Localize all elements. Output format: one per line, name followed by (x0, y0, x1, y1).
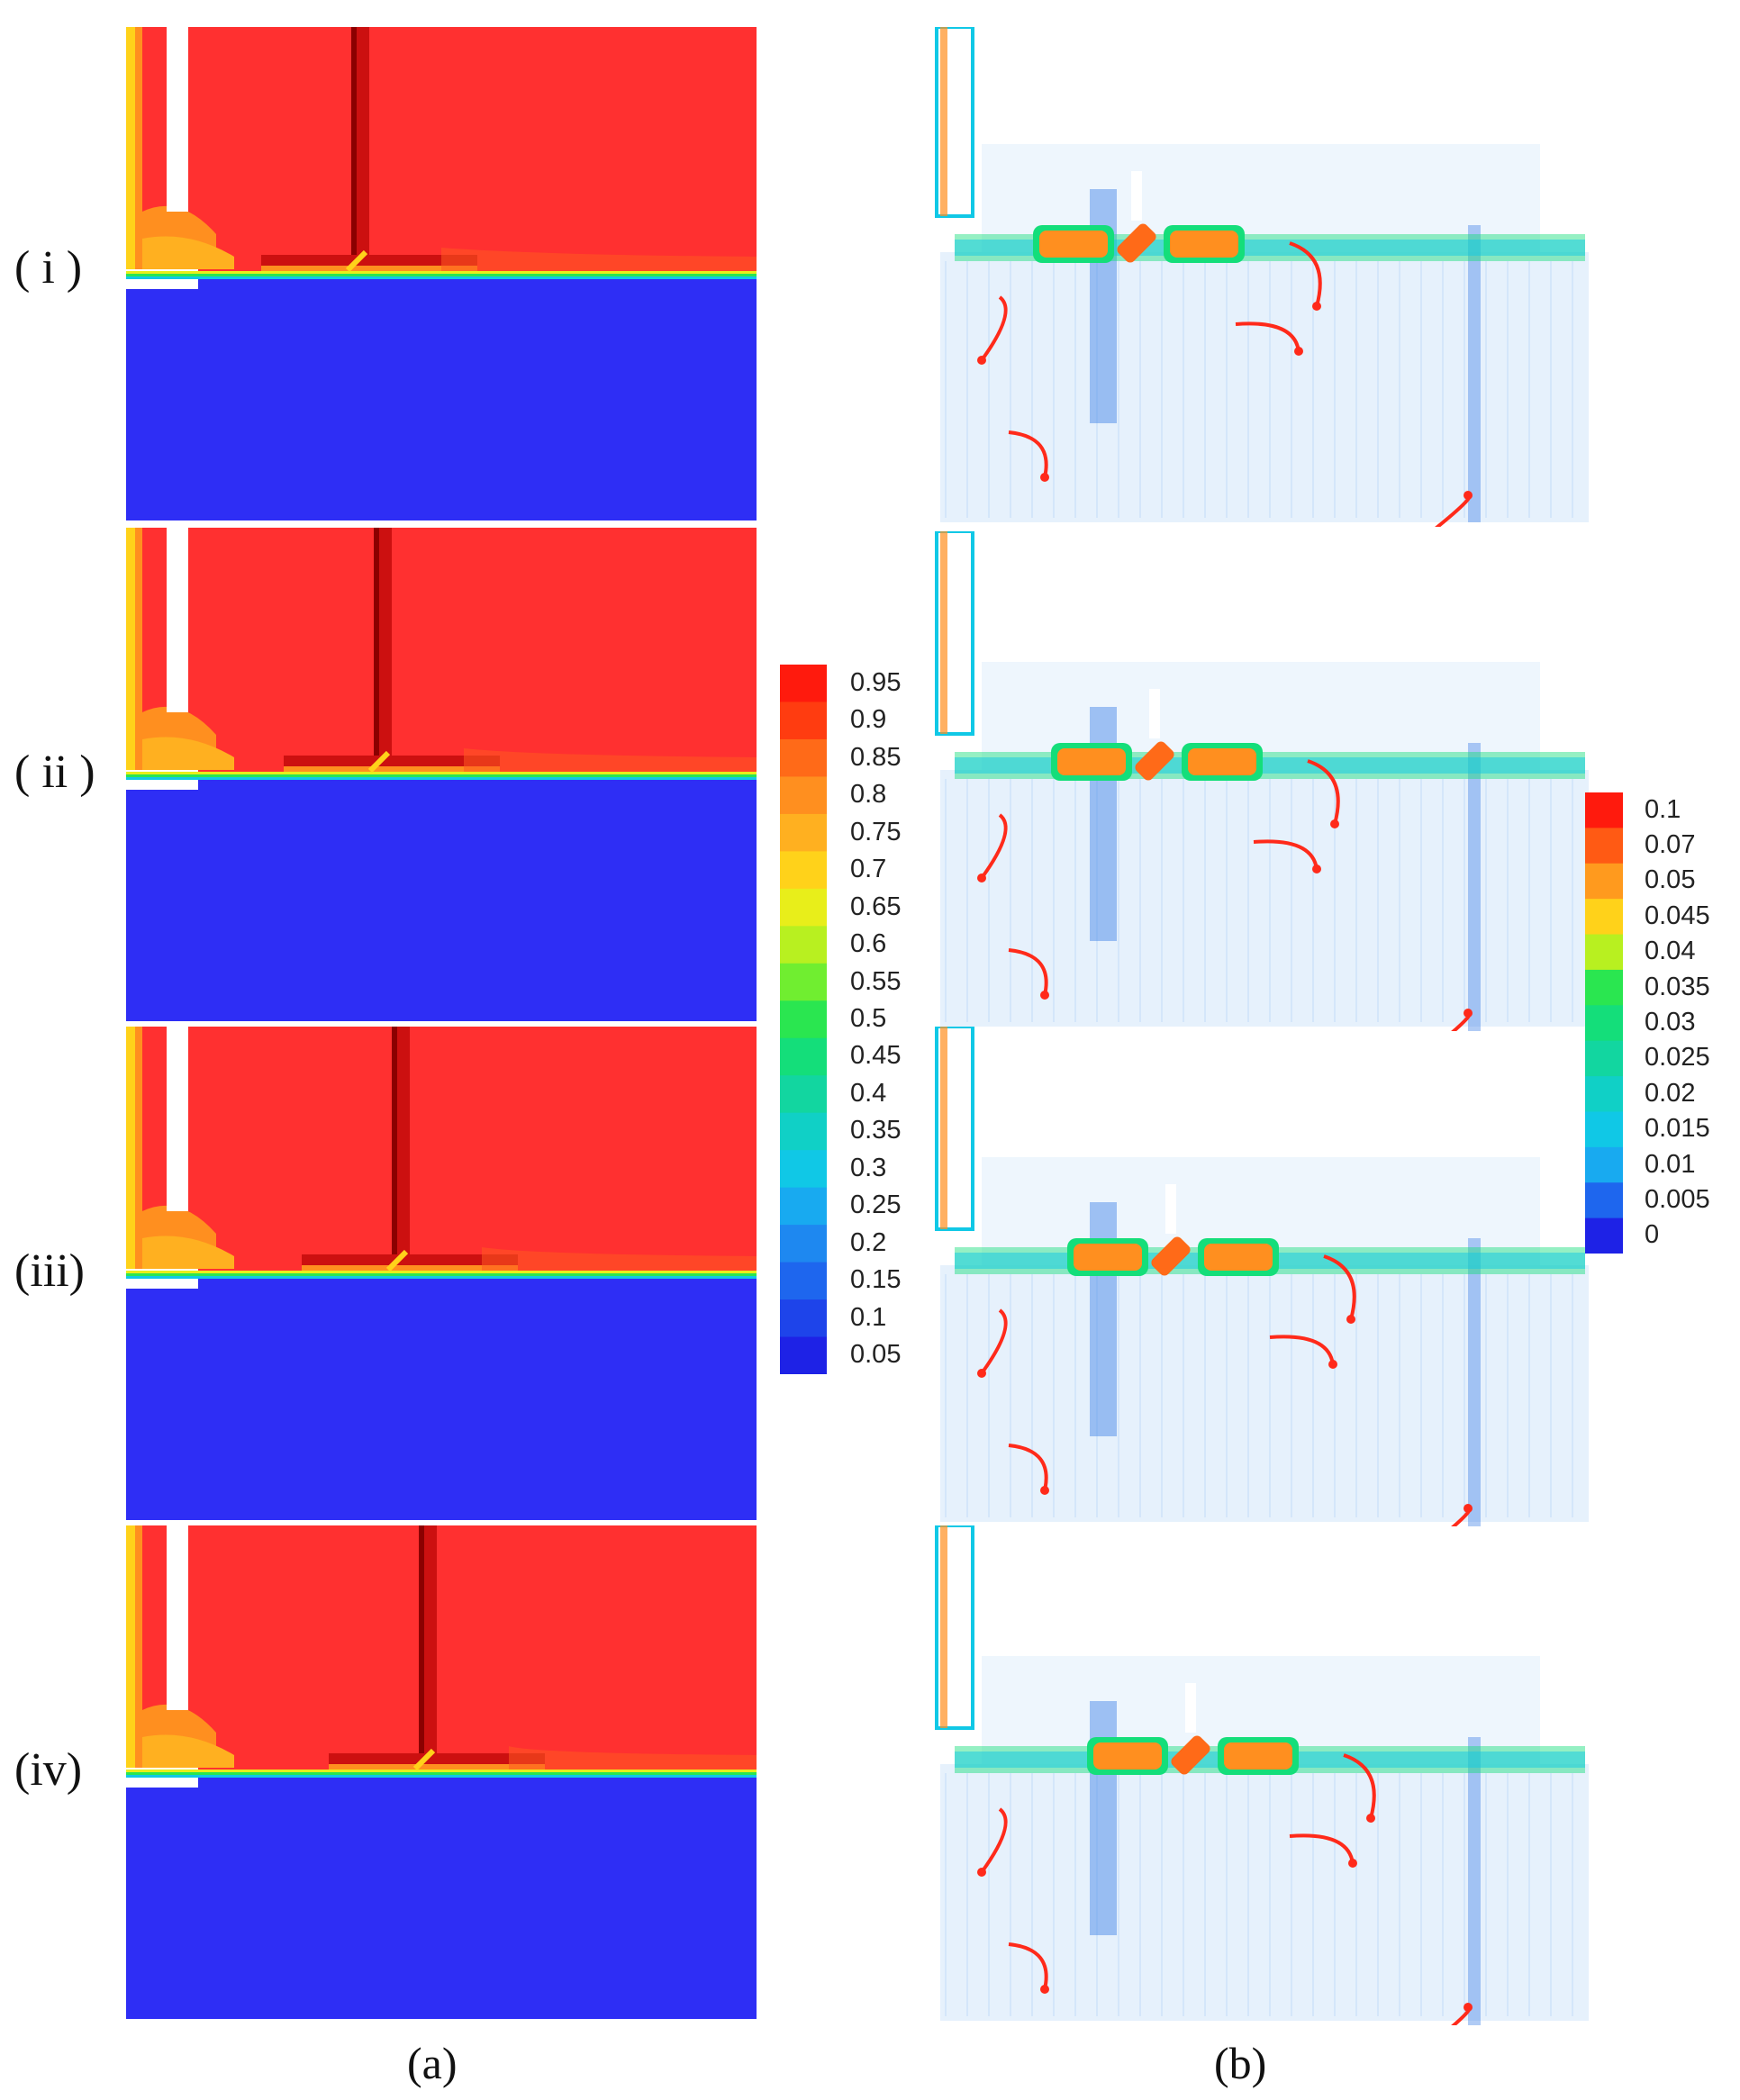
velocity-colorbar-swatch (1585, 969, 1623, 1006)
volume-fraction-colorbar-swatch (780, 1187, 827, 1226)
velocity-colorbar-swatch (1585, 1182, 1623, 1219)
volume-fraction-panel (126, 1027, 757, 1520)
volume-fraction-colorbar-swatch (780, 1225, 827, 1263)
volume-fraction-colorbar (780, 665, 827, 1374)
volume-fraction-colorbar-swatch (780, 1262, 827, 1300)
velocity-colorbar-tick-label: 0.03 (1645, 1008, 1696, 1036)
volume-fraction-colorbar-swatch (780, 813, 827, 852)
volume-fraction-colorbar-tick-label: 0.35 (850, 1116, 902, 1145)
velocity-colorbar-swatch (1585, 1005, 1623, 1042)
velocity-vector-panel (928, 1525, 1612, 2025)
velocity-colorbar-swatch (1585, 828, 1623, 864)
volume-fraction-colorbar-swatch (780, 1299, 827, 1338)
volume-fraction-colorbar-tick-label: 0.65 (850, 892, 902, 921)
volume-fraction-colorbar-swatch (780, 738, 827, 777)
volume-fraction-colorbar-swatch (780, 888, 827, 927)
velocity-colorbar-tick-label: 0.035 (1645, 972, 1710, 1001)
velocity-colorbar-tick-label: 0 (1645, 1220, 1660, 1250)
volume-fraction-panel (126, 1525, 757, 2019)
panel-label-a: (a) (407, 2038, 458, 2088)
velocity-vector-panel (928, 27, 1612, 527)
velocity-colorbar (1585, 792, 1623, 1254)
volume-fraction-colorbar-tick-label: 0.8 (850, 780, 887, 810)
volume-fraction-colorbar-tick-label: 0.9 (850, 705, 887, 735)
velocity-colorbar-swatch (1585, 792, 1623, 828)
velocity-colorbar-tick-label: 0.1 (1645, 794, 1681, 824)
volume-fraction-colorbar-swatch (780, 926, 827, 964)
volume-fraction-colorbar-tick-label: 0.85 (850, 742, 902, 772)
volume-fraction-colorbar-tick-label: 0.75 (850, 817, 902, 846)
volume-fraction-colorbar-tick-label: 0.6 (850, 929, 887, 959)
volume-fraction-panel (126, 528, 757, 1021)
volume-fraction-colorbar-swatch (780, 1075, 827, 1114)
row-label-ii: ( ii ) (14, 747, 95, 798)
velocity-colorbar-tick-label: 0.045 (1645, 901, 1710, 930)
volume-fraction-colorbar-swatch (780, 1000, 827, 1039)
volume-fraction-colorbar-swatch (780, 963, 827, 1001)
volume-fraction-colorbar-tick-label: 0.4 (850, 1078, 887, 1108)
velocity-vector-panel (928, 1027, 1612, 1526)
volume-fraction-colorbar-tick-label: 0.5 (850, 1004, 887, 1033)
volume-fraction-colorbar-swatch (780, 665, 827, 702)
velocity-colorbar-swatch (1585, 863, 1623, 900)
volume-fraction-colorbar-swatch (780, 776, 827, 815)
velocity-colorbar-tick-label: 0.02 (1645, 1078, 1696, 1108)
velocity-colorbar-tick-label: 0.01 (1645, 1149, 1696, 1179)
volume-fraction-colorbar-swatch (780, 1150, 827, 1189)
row-label-iii: (iii) (14, 1245, 85, 1297)
velocity-colorbar-tick-label: 0.005 (1645, 1184, 1710, 1214)
velocity-colorbar-tick-label: 0.025 (1645, 1043, 1710, 1073)
velocity-colorbar-swatch (1585, 934, 1623, 971)
velocity-colorbar-swatch (1585, 1040, 1623, 1077)
volume-fraction-colorbar-swatch (780, 1112, 827, 1151)
velocity-colorbar-swatch (1585, 899, 1623, 936)
volume-fraction-colorbar-tick-label: 0.2 (850, 1227, 887, 1257)
velocity-colorbar-tick-label: 0.07 (1645, 830, 1696, 860)
volume-fraction-colorbar-tick-label: 0.1 (850, 1302, 887, 1332)
volume-fraction-colorbar-tick-label: 0.05 (850, 1340, 902, 1370)
row-label-iv: (iv) (14, 1744, 83, 1796)
volume-fraction-colorbar-tick-label: 0.45 (850, 1041, 902, 1071)
velocity-colorbar-swatch (1585, 1076, 1623, 1112)
volume-fraction-colorbar-tick-label: 0.3 (850, 1153, 887, 1182)
velocity-colorbar-swatch (1585, 1217, 1623, 1254)
volume-fraction-colorbar-tick-label: 0.55 (850, 966, 902, 996)
volume-fraction-colorbar-swatch (780, 1037, 827, 1076)
volume-fraction-colorbar-tick-label: 0.15 (850, 1265, 902, 1295)
volume-fraction-colorbar-swatch (780, 1336, 827, 1374)
volume-fraction-colorbar-tick-label: 0.95 (850, 667, 902, 697)
velocity-vector-panel (928, 531, 1612, 1031)
velocity-colorbar-tick-label: 0.015 (1645, 1114, 1710, 1144)
volume-fraction-colorbar-tick-label: 0.25 (850, 1190, 902, 1220)
volume-fraction-colorbar-swatch (780, 702, 827, 740)
velocity-colorbar-tick-label: 0.05 (1645, 865, 1696, 895)
volume-fraction-colorbar-tick-label: 0.7 (850, 855, 887, 884)
volume-fraction-colorbar-swatch (780, 851, 827, 890)
velocity-colorbar-tick-label: 0.04 (1645, 937, 1696, 966)
volume-fraction-panel (126, 27, 757, 520)
velocity-colorbar-swatch (1585, 1146, 1623, 1183)
panel-label-b: (b) (1214, 2038, 1267, 2088)
row-label-i: ( i ) (14, 242, 83, 294)
velocity-colorbar-swatch (1585, 1111, 1623, 1148)
